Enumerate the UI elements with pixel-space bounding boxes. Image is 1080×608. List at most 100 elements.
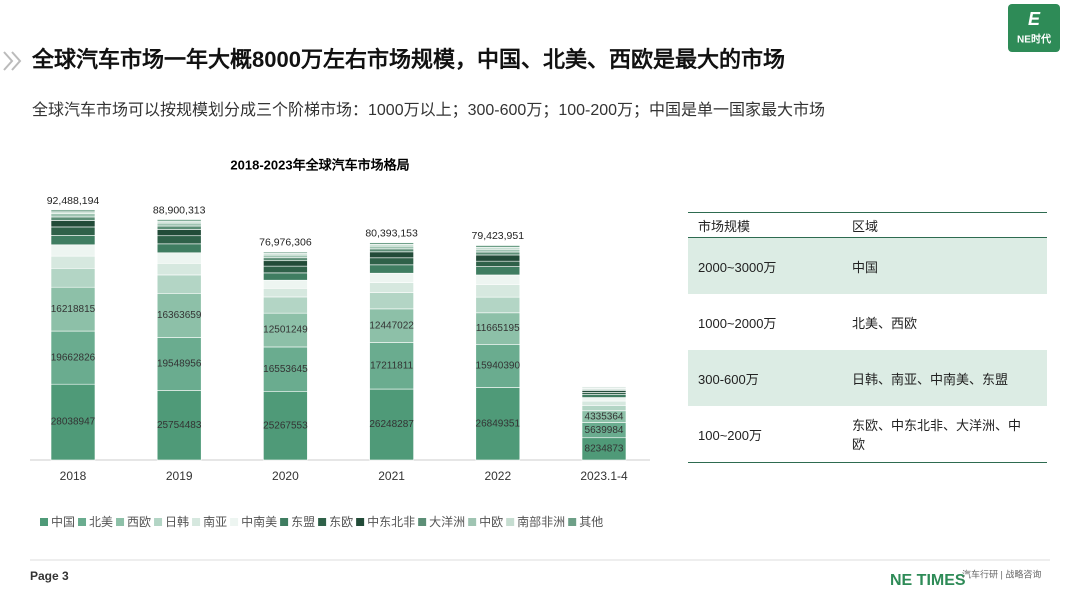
subtitle: 全球汽车市场可以按规模划分成三个阶梯市场：1000万以上；300-600万；10… xyxy=(32,101,825,119)
bar-segment xyxy=(156,337,202,391)
bar-segment xyxy=(475,248,521,253)
bar-segment xyxy=(263,251,308,254)
bar-segment xyxy=(369,388,414,461)
legend-label: 南亚 xyxy=(203,514,227,529)
bar-segment xyxy=(581,386,627,389)
data-label: 4335364 xyxy=(585,411,624,422)
x-tick-label: 2021 xyxy=(378,469,405,483)
data-label: 12501249 xyxy=(263,325,308,336)
legend-swatch xyxy=(40,518,48,526)
chart-title: 2018-2023年全球汽车市场格局 xyxy=(230,157,409,172)
bar-segment xyxy=(156,219,202,222)
legend-swatch xyxy=(154,518,163,526)
bar-segment xyxy=(156,225,202,230)
table-cell: 东欧、中东北非、大洋洲、中欧 xyxy=(842,406,1047,463)
total-label: 88,900,313 xyxy=(153,204,206,216)
table-cell: 日韩、南亚、中南美、东盟 xyxy=(842,350,1047,406)
bar-segment xyxy=(369,257,414,266)
legend-label: 中东北非 xyxy=(367,514,415,529)
bar-segment xyxy=(581,405,627,412)
table-cell: 北美、西欧 xyxy=(852,315,918,331)
bar-segment xyxy=(369,245,414,250)
bar-segment xyxy=(475,251,521,256)
bar-segment xyxy=(156,235,202,245)
legend-swatch xyxy=(192,518,201,526)
bar-segment xyxy=(156,274,202,294)
data-label: 17211811 xyxy=(370,360,413,371)
bar-segment xyxy=(156,222,202,227)
bar-segment xyxy=(475,266,521,276)
legend-label: 南部非洲 xyxy=(517,514,565,529)
bar-segment xyxy=(369,272,414,283)
x-tick-label: 2019 xyxy=(166,469,193,483)
legend-label: 大洋洲 xyxy=(429,514,465,529)
bar-segment xyxy=(50,213,96,218)
bar-segment xyxy=(263,272,308,281)
data-label: 25267553 xyxy=(263,420,308,431)
bar-segment xyxy=(263,260,308,267)
logo-box xyxy=(1008,4,1060,52)
title: 全球汽车市场一年大概8000万左右市场规模，中国、北美、西欧是最大的市场 xyxy=(31,47,785,72)
bar-segment xyxy=(475,296,521,314)
bar-segment xyxy=(581,394,627,398)
data-label: 26849351 xyxy=(476,418,521,429)
bar-segment xyxy=(475,254,521,262)
table-cell: 2000~3000万 xyxy=(688,237,842,294)
table-cell: 300-600万 xyxy=(688,350,842,406)
bar-segment xyxy=(475,245,521,248)
bar-segment xyxy=(50,226,96,236)
legend-label: 中南美 xyxy=(241,514,277,529)
market-table: 市场规模 区域 2000~3000万 中国 1000~2000万 北美、西欧 300-60… xyxy=(688,212,1047,463)
bar-segment xyxy=(369,282,414,293)
data-label: 5639984 xyxy=(585,425,624,436)
bar-segment xyxy=(475,344,521,388)
bar-segment xyxy=(50,267,96,288)
bar-segment xyxy=(156,390,202,461)
legend-swatch xyxy=(568,518,577,526)
x-tick-label: 2020 xyxy=(272,469,299,483)
column-header: 区域 xyxy=(842,212,1047,238)
x-tick-label: 2022 xyxy=(484,469,511,483)
legend-label: 北美 xyxy=(89,515,113,529)
data-label: 28038947 xyxy=(51,417,96,428)
bar-segment xyxy=(263,254,308,259)
logo: NE时代 xyxy=(1017,33,1051,46)
legend-swatch xyxy=(468,518,477,526)
bar-segment xyxy=(263,257,308,262)
total-label: 92,488,194 xyxy=(47,195,100,207)
logo-mark: E xyxy=(1028,9,1041,29)
bar-segment xyxy=(50,216,96,221)
bar-segment xyxy=(263,391,308,461)
page-number: Page 3 xyxy=(30,569,69,583)
legend-swatch xyxy=(318,518,327,526)
legend-label: 中欧 xyxy=(479,514,503,529)
legend-swatch xyxy=(506,518,515,526)
bar-segment xyxy=(475,260,521,267)
bar-segment xyxy=(369,248,414,253)
bar-segment xyxy=(369,251,414,259)
data-label: 12447022 xyxy=(369,320,414,331)
bar-segment xyxy=(263,346,308,393)
legend-swatch xyxy=(116,518,125,526)
bar-segment xyxy=(156,252,202,264)
data-label: 19662826 xyxy=(51,352,96,363)
bar-segment xyxy=(50,209,96,213)
data-label: 8234873 xyxy=(585,444,624,455)
legend-label: 东盟 xyxy=(291,515,315,529)
bar-segment xyxy=(263,265,308,274)
data-label: 19548956 xyxy=(157,359,202,370)
table-row: 300-600万 日韩、南亚、中南美、东盟 xyxy=(688,350,1047,406)
legend-swatch xyxy=(418,518,427,526)
data-label: 15940390 xyxy=(476,361,521,372)
legend-label: 日韩 xyxy=(165,514,189,529)
table-cell: 100~200万 xyxy=(688,406,842,463)
bar-segment xyxy=(50,255,96,269)
bar-segment xyxy=(263,312,308,348)
table-cell: 1000~2000万 xyxy=(698,315,777,331)
bar-segment xyxy=(475,284,521,298)
total-label: 76,976,306 xyxy=(259,237,312,249)
x-tick-label: 2023.1-4 xyxy=(580,469,628,483)
data-label: 16218815 xyxy=(51,304,96,315)
